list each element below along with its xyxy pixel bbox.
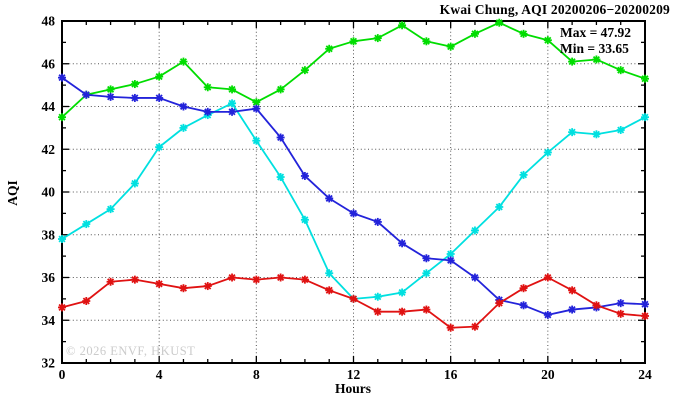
blue-series-line [58, 73, 649, 319]
y-tick-label: 36 [42, 270, 56, 285]
x-axis-label: Hours [334, 381, 371, 396]
y-tick-label: 38 [42, 227, 56, 242]
green-series-line [58, 18, 649, 122]
red-series-line [58, 273, 649, 332]
y-tick-label: 42 [42, 142, 56, 157]
x-tick-label: 16 [444, 367, 458, 382]
y-tick-label: 32 [42, 356, 56, 371]
y-tick-label: 48 [42, 14, 56, 29]
x-tick-label: 8 [253, 367, 260, 382]
y-tick-label: 34 [42, 313, 56, 328]
min-value-label: Min = 33.65 [560, 41, 629, 56]
max-value-label: Max = 47.92 [560, 25, 632, 40]
x-tick-label: 20 [541, 367, 555, 382]
x-tick-label: 24 [638, 367, 652, 382]
max-min-annotation: Max = 47.92 Min = 33.65 [560, 25, 631, 57]
y-tick-label: 44 [42, 99, 56, 114]
y-axis-label: AQI [5, 180, 20, 206]
x-tick-label: 12 [347, 367, 361, 382]
watermark: © 2026 ENVF, HKUST [66, 344, 196, 358]
y-tick-label: 46 [42, 56, 56, 71]
x-tick-label: 4 [156, 367, 163, 382]
chart-title: Kwai Chung, AQI 20200206−20200209 [439, 2, 670, 17]
y-tick-label: 40 [42, 185, 56, 200]
x-tick-label: 0 [59, 367, 66, 382]
